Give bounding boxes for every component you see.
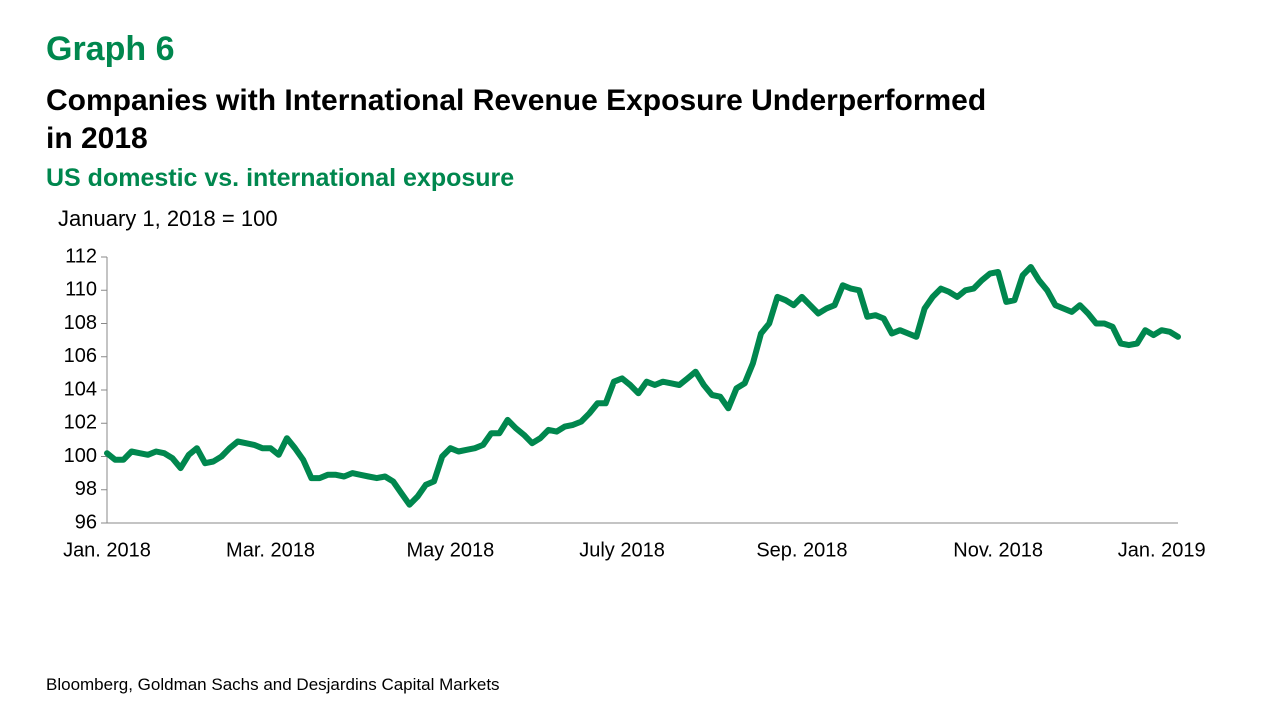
x-tick-label: Sep. 2018	[756, 539, 847, 561]
x-tick-label: July 2018	[579, 539, 665, 561]
y-tick-label: 108	[64, 312, 97, 334]
y-tick-label: 106	[64, 345, 97, 367]
y-tick-label: 104	[64, 378, 97, 400]
y-tick-label: 98	[75, 478, 97, 500]
chart-subtitle: US domestic vs. international exposure	[46, 164, 515, 192]
series-line	[104, 264, 1181, 508]
x-tick-label: Jan. 2019	[1118, 539, 1206, 561]
chart: January 1, 2018 = 100 96 98 100 102 104 106 10…	[58, 206, 1206, 561]
x-tick-label: May 2018	[406, 539, 494, 561]
source: Bloomberg, Goldman Sachs and Desjardins …	[46, 675, 500, 694]
y-tick-label: 96	[75, 511, 97, 533]
x-tick-label: Nov. 2018	[953, 539, 1043, 561]
x-tick-label: Mar. 2018	[226, 539, 315, 561]
y-tick-label: 102	[64, 412, 97, 434]
y-tick-label: 100	[64, 445, 97, 467]
graph-label: Graph 6	[46, 30, 175, 68]
y-tick-label: 110	[65, 279, 97, 301]
x-tick-label: Jan. 2018	[63, 539, 151, 561]
y-tick-label: 112	[65, 245, 97, 267]
y-axis-label: January 1, 2018 = 100	[58, 206, 278, 231]
chart-title: Companies with International Revenue Exp…	[46, 84, 987, 155]
